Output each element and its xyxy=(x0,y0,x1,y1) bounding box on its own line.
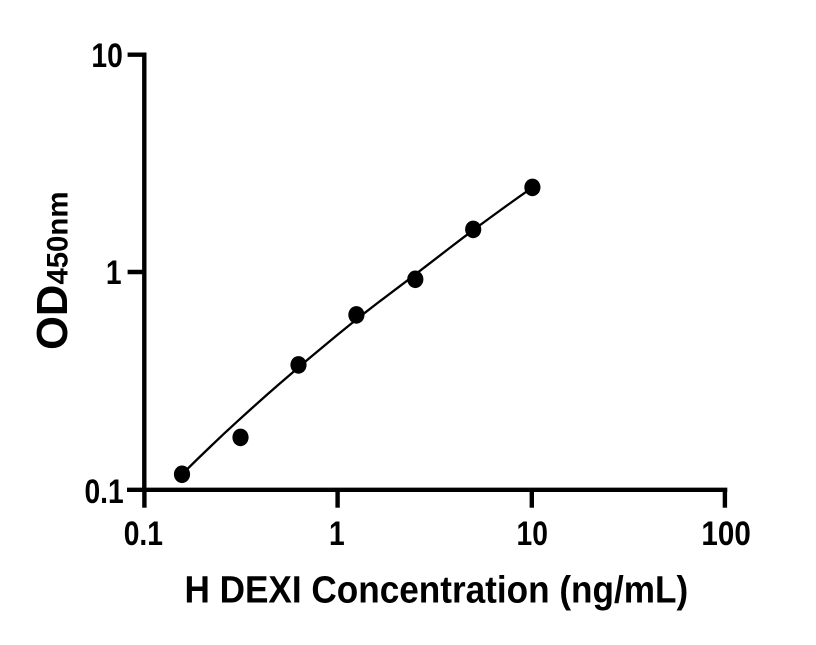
svg-text:100: 100 xyxy=(701,514,750,552)
svg-text:10: 10 xyxy=(517,515,548,553)
svg-text:0.1: 0.1 xyxy=(84,473,123,511)
svg-text:0.1: 0.1 xyxy=(124,515,163,553)
svg-text:1: 1 xyxy=(329,515,345,553)
svg-text:1: 1 xyxy=(106,253,122,291)
svg-text:10: 10 xyxy=(91,36,122,74)
svg-text:OD450nm: OD450nm xyxy=(29,192,77,350)
svg-text:H DEXI Concentration (ng/mL): H DEXI Concentration (ng/mL) xyxy=(184,568,688,611)
